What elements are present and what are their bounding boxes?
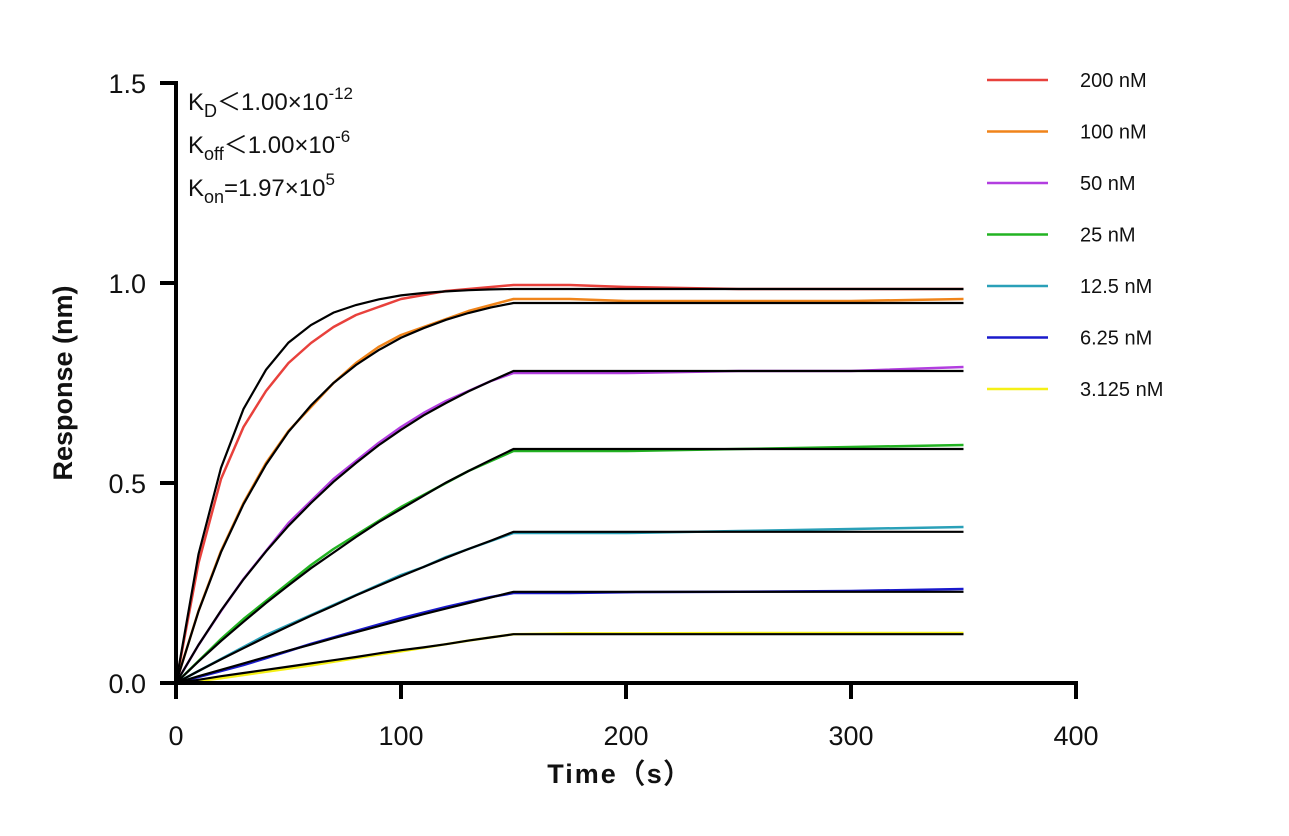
legend-label: 6.25 nM — [1080, 328, 1152, 350]
y-tick-label: 0.0 — [108, 669, 146, 699]
legend-label: 3.125 nM — [1080, 379, 1163, 401]
fit-line-3.125-nM — [175, 633, 964, 685]
y-tick-label: 1.5 — [108, 69, 146, 99]
fit-line-100-nM — [174, 301, 964, 684]
y-axis-title: Response (nm) — [48, 285, 78, 480]
annotation-sub: off — [204, 144, 225, 164]
annotation-main: K — [188, 132, 204, 159]
fit-line-50-nM — [175, 369, 964, 684]
plot-area — [174, 283, 964, 685]
annotation-sub: on — [204, 187, 224, 207]
annotation-sup: -6 — [335, 127, 350, 146]
annotation-main: K — [188, 175, 204, 202]
series-line-25-nM — [175, 443, 964, 684]
annotation-main: K — [188, 89, 204, 116]
fit-line-25-nM — [175, 447, 964, 684]
series-line-200-nM — [174, 283, 964, 684]
annotation-sup: 5 — [325, 170, 334, 189]
series-line-3.125-nM — [175, 631, 964, 685]
legend-label: 100 nM — [1080, 122, 1147, 144]
x-tick-label: 300 — [828, 721, 873, 751]
annotation-line: KD＜1.00×10-12 — [188, 84, 353, 121]
x-tick-label: 400 — [1053, 721, 1098, 751]
fit-line-200-nM — [174, 287, 964, 684]
annotation-rel: =1.97×10 — [224, 175, 325, 202]
annotation-sup: -12 — [328, 84, 353, 103]
annotation-line: Koff＜1.00×10-6 — [188, 127, 350, 164]
legend-label: 12.5 nM — [1080, 276, 1152, 298]
y-tick-label: 0.5 — [108, 469, 146, 499]
legend-label: 25 nM — [1080, 225, 1136, 247]
annotation-line: Kon=1.97×105 — [188, 170, 335, 207]
annotation-sub: D — [204, 101, 217, 121]
x-tick-label: 100 — [378, 721, 423, 751]
legend: 200 nM 100 nM 50 nM 25 nM 12.5 nM 6.25 nM 3.12… — [987, 70, 1163, 401]
legend-label: 200 nM — [1080, 70, 1147, 92]
x-axis-title: Time（s） — [547, 759, 693, 789]
legend-label: 50 nM — [1080, 173, 1136, 195]
annotation-rel: ＜1.00×10 — [217, 89, 328, 116]
x-tick-label: 200 — [603, 721, 648, 751]
series-line-12.5-nM — [175, 525, 964, 685]
series-line-50-nM — [174, 365, 964, 684]
annotation-rel: ＜1.00×10 — [224, 132, 335, 159]
fit-line-6.25-nM — [175, 590, 964, 685]
x-tick-label: 0 — [168, 721, 183, 751]
axes: 0 100 200 300 400 0.0 0.5 1.0 1.5 — [108, 69, 1098, 751]
y-tick-label: 1.0 — [108, 269, 146, 299]
fit-line-12.5-nM — [175, 530, 964, 684]
